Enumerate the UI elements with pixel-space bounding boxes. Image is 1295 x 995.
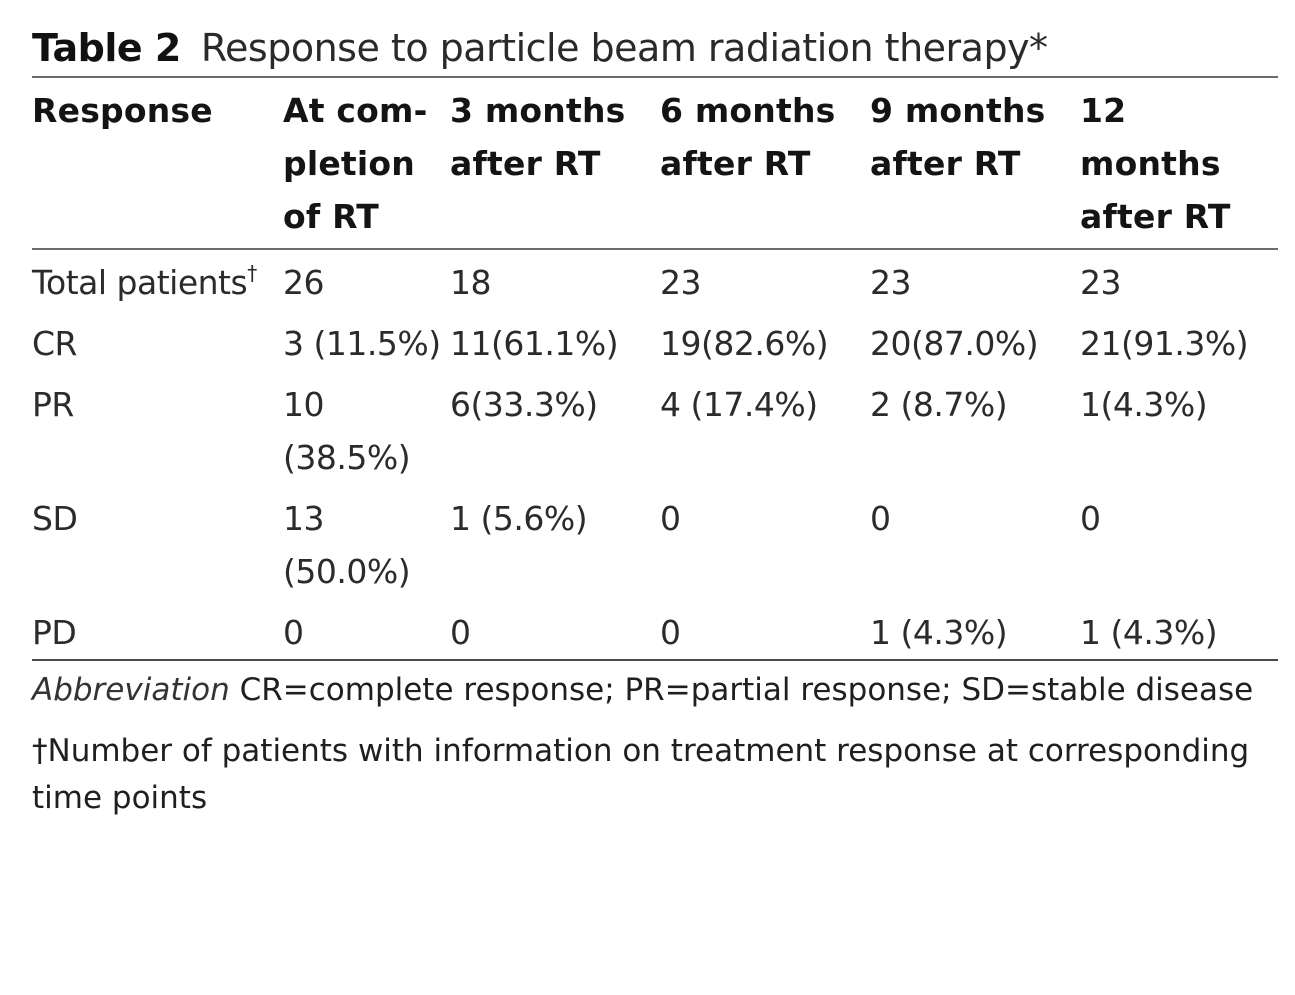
header-9-months: 9 months after RT: [870, 78, 1080, 250]
header-at-completion-text: At com-pletion of RT: [283, 91, 428, 236]
table-row: Total patients† 26 18 23 23 23: [32, 249, 1278, 313]
row-label: PR: [32, 385, 74, 424]
table-figure: Table 2 Response to particle beam radiati…: [32, 22, 1278, 836]
cell-3-months: 6(33.3%): [450, 385, 598, 424]
cell-12-months: 1 (4.3%): [1080, 602, 1278, 661]
abbreviation-label: Abbreviation: [32, 672, 230, 708]
cell-9-months: 23: [870, 263, 912, 302]
dagger-footnote: †Number of patients with information on …: [32, 733, 1250, 816]
row-label: SD: [32, 499, 78, 538]
cell-9-months: 0: [870, 499, 891, 538]
cell-3-months: 11(61.1%): [450, 324, 619, 363]
header-3-months: 3 months after RT: [450, 78, 660, 250]
abbreviation-footnote: Abbreviation CR=complete response; PR=pa…: [32, 667, 1278, 714]
dagger-mark: †: [247, 261, 257, 285]
cell-6-months: 23: [660, 263, 702, 302]
table-caption: Table 2 Response to particle beam radiati…: [32, 22, 1278, 74]
cell-6-months: 0: [660, 499, 681, 538]
cell-6-months: 19(82.6%): [660, 324, 829, 363]
header-at-completion: At com-pletion of RT: [283, 78, 450, 250]
table-row: CR 3 (11.5%) 11(61.1%) 19(82.6%) 20(87.0…: [32, 313, 1278, 374]
cell-9-months: 1 (4.3%): [870, 602, 1080, 661]
cell-12-months: 0: [1080, 499, 1101, 538]
table-row: SD 13 (50.0%) 1 (5.6%) 0 0 0: [32, 488, 1278, 602]
table-title: Response to particle beam radiation ther…: [200, 26, 1048, 70]
cell-at-completion: 13 (50.0%): [283, 499, 411, 591]
cell-at-completion: 3 (11.5%): [283, 324, 441, 363]
cell-6-months: 4 (17.4%): [660, 385, 818, 424]
row-label: PD: [32, 602, 283, 661]
cell-at-completion: 26: [283, 263, 325, 302]
cell-9-months: 2 (8.7%): [870, 385, 1008, 424]
table-footnotes: Abbreviation CR=complete response; PR=pa…: [32, 667, 1278, 822]
cell-6-months: 0: [660, 602, 870, 661]
row-label: Total patients†: [32, 249, 283, 313]
header-12-months: 12 months after RT: [1080, 78, 1278, 250]
table-label: Table 2: [32, 26, 181, 70]
cell-12-months: 23: [1080, 263, 1122, 302]
header-6-months: 6 months after RT: [660, 78, 870, 250]
row-label-text: Total patients: [32, 263, 248, 302]
cell-at-completion: 0: [283, 602, 450, 661]
table-row: PD 0 0 0 1 (4.3%) 1 (4.3%): [32, 602, 1278, 661]
cell-at-completion: 10 (38.5%): [283, 385, 411, 477]
cell-3-months: 18: [450, 263, 492, 302]
row-label: CR: [32, 324, 77, 363]
cell-3-months: 0: [450, 602, 660, 661]
cell-3-months: 1 (5.6%): [450, 499, 588, 538]
cell-12-months: 1(4.3%): [1080, 385, 1208, 424]
header-row: Response At com-pletion of RT 3 months a…: [32, 78, 1278, 250]
cell-9-months: 20(87.0%): [870, 324, 1039, 363]
top-rule: [32, 76, 1278, 78]
cell-12-months: 21(91.3%): [1080, 324, 1249, 363]
table-row: PR 10 (38.5%) 6(33.3%) 4 (17.4%) 2 (8.7%…: [32, 374, 1278, 488]
abbreviation-text: CR=complete response; PR=partial respons…: [239, 672, 1254, 708]
header-response: Response: [32, 78, 283, 250]
response-table: Response At com-pletion of RT 3 months a…: [32, 78, 1278, 661]
